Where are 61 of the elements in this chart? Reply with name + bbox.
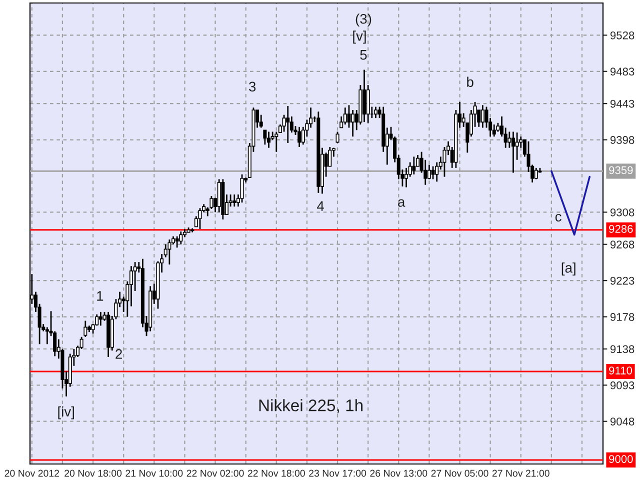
text: Nikkei 225, 1h bbox=[259, 399, 362, 414]
x-tick-label: 20 Nov 2012 bbox=[4, 470, 59, 477]
candlestick bbox=[263, 129, 267, 146]
candlestick bbox=[98, 311, 102, 326]
x-tick-label: 22 Nov 18:00 bbox=[248, 470, 305, 477]
candlestick bbox=[511, 131, 515, 174]
y-tick-label: 9528 bbox=[610, 31, 634, 40]
annotation: [a] bbox=[562, 262, 576, 276]
y-tick-label: 9398 bbox=[610, 136, 634, 144]
candlestick bbox=[374, 106, 378, 119]
candlestick bbox=[351, 109, 355, 138]
ref-line-label: 9110 bbox=[609, 366, 632, 374]
candlestick bbox=[198, 207, 202, 230]
annotation: [iv] bbox=[58, 406, 74, 420]
x-tick-label: 26 Nov 13:00 bbox=[370, 470, 428, 477]
annotation: 5 bbox=[360, 50, 367, 60]
annotation: 3 bbox=[248, 82, 256, 92]
x-tick-label: 20 Nov 18:00 bbox=[64, 470, 122, 477]
x-tick-label: 22 Nov 02:00 bbox=[186, 470, 244, 477]
annotation: a bbox=[398, 199, 406, 207]
y-tick-label: 9308 bbox=[610, 208, 634, 216]
annotation: c bbox=[555, 214, 562, 222]
ref-line-label: 9359 bbox=[609, 166, 633, 174]
x-tick-label: 21 Nov 10:00 bbox=[126, 470, 183, 477]
x-tick-label: 27 Nov 05:00 bbox=[431, 470, 488, 477]
candlestick bbox=[84, 320, 88, 338]
candlestick bbox=[347, 104, 351, 128]
y-tick-label: 9138 bbox=[610, 345, 634, 354]
candlestick bbox=[175, 236, 179, 248]
y-tick-label: 9048 bbox=[610, 418, 634, 426]
candlestick bbox=[336, 131, 340, 144]
candlestick bbox=[508, 131, 512, 149]
y-tick-label: 9093 bbox=[610, 381, 634, 390]
annotation: 4 bbox=[316, 201, 324, 211]
y-tick-label: 9443 bbox=[610, 100, 634, 108]
ref-line-label: 9286 bbox=[609, 224, 633, 233]
y-tick-label: 9268 bbox=[610, 240, 634, 248]
candlestick bbox=[480, 104, 484, 128]
candlestick bbox=[515, 132, 519, 161]
annotation: [v] bbox=[353, 30, 366, 44]
annotation: b bbox=[467, 76, 474, 87]
candlestick bbox=[179, 230, 183, 246]
annotation: 1 bbox=[97, 291, 104, 301]
candlestick bbox=[266, 131, 271, 149]
candlestick bbox=[232, 194, 236, 208]
annotation: (3) bbox=[356, 14, 372, 27]
ref-line-label: 9000 bbox=[609, 455, 633, 463]
candlestick bbox=[343, 106, 347, 126]
x-tick-label: 27 Nov 21:00 bbox=[492, 470, 550, 477]
candlestick bbox=[427, 164, 431, 180]
candlestick bbox=[412, 156, 416, 176]
y-tick-label: 9178 bbox=[610, 313, 634, 321]
candlestick bbox=[286, 105, 290, 144]
y-tick-label: 9483 bbox=[610, 68, 634, 76]
annotation: 2 bbox=[116, 349, 122, 359]
candlestick bbox=[168, 238, 172, 266]
candlestick bbox=[240, 174, 244, 204]
candlestick bbox=[298, 126, 302, 148]
x-tick-label: 23 Nov 17:00 bbox=[309, 470, 366, 477]
y-tick-label: 9223 bbox=[610, 276, 634, 285]
candlestick bbox=[431, 166, 435, 180]
